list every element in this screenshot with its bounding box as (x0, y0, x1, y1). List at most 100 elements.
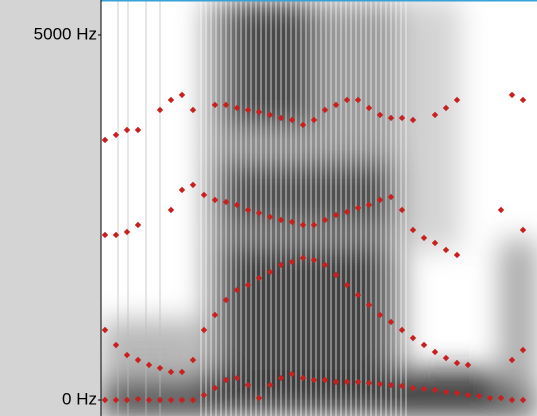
formant-point (420, 385, 428, 393)
formant-point (123, 228, 131, 236)
formant-point (365, 301, 373, 309)
formant-point (321, 376, 329, 384)
formant-point (222, 376, 230, 384)
y-tick-label: 0 Hz (62, 389, 97, 408)
formant-point (233, 201, 241, 209)
formant-point (376, 380, 384, 388)
formant-point (255, 274, 263, 282)
formant-point (233, 374, 241, 382)
formant-point (409, 116, 417, 124)
formant-point (101, 136, 109, 144)
formant-point (365, 201, 373, 209)
formant-point (222, 198, 230, 206)
formant-point (321, 216, 329, 224)
formant-point (332, 211, 340, 219)
formant-point (519, 346, 527, 354)
formant-point (123, 351, 131, 359)
formant-point (167, 368, 175, 376)
formant-point (442, 354, 450, 362)
formant-point (387, 381, 395, 389)
formant-point (431, 111, 439, 119)
formant-point (519, 226, 527, 234)
formant-point (189, 106, 197, 114)
formant-point (343, 208, 351, 216)
formant-point (431, 239, 439, 247)
formant-point (354, 291, 362, 299)
formant-point (277, 261, 285, 269)
formant-point (255, 108, 263, 116)
formant-point (266, 111, 274, 119)
formant-point (233, 286, 241, 294)
formant-point (376, 311, 384, 319)
formant-point (112, 131, 120, 139)
formant-point (288, 218, 296, 226)
formant-point (442, 104, 450, 112)
formant-point (453, 96, 461, 104)
formant-point (431, 386, 439, 394)
formant-point (508, 91, 516, 99)
formant-point (134, 126, 142, 134)
formant-point (266, 381, 274, 389)
formant-point (310, 376, 318, 384)
formant-point (409, 384, 417, 392)
formant-point (387, 318, 395, 326)
formant-point (409, 226, 417, 234)
formant-point (299, 221, 307, 229)
formant-point (145, 396, 153, 404)
formant-point (398, 206, 406, 214)
formant-point (189, 356, 197, 364)
formant-point (189, 396, 197, 404)
formant-point (332, 271, 340, 279)
formant-point (244, 381, 252, 389)
formant-point (178, 396, 186, 404)
formant-point (442, 246, 450, 254)
formant-point (156, 396, 164, 404)
formant-point (508, 356, 516, 364)
formant-point (299, 121, 307, 129)
formant-point (453, 359, 461, 367)
formant-point (332, 101, 340, 109)
formant-point (464, 391, 472, 399)
formant-point (200, 391, 208, 399)
formant-point (178, 91, 186, 99)
formant-point (222, 101, 230, 109)
formant-point (409, 334, 417, 342)
formant-point (244, 281, 252, 289)
formant-point (453, 389, 461, 397)
formant-point (310, 256, 318, 264)
formant-point (497, 394, 505, 402)
formant-point (255, 394, 263, 402)
formant-point (288, 258, 296, 266)
formant-point (387, 114, 395, 122)
formant-point (420, 234, 428, 242)
formant-point (376, 196, 384, 204)
formant-point (398, 114, 406, 122)
formant-point (299, 254, 307, 262)
formant-point (343, 96, 351, 104)
formant-point (343, 281, 351, 289)
formant-point (112, 341, 120, 349)
formant-point (112, 231, 120, 239)
formant-point (310, 116, 318, 124)
formant-point (354, 96, 362, 104)
formant-point (431, 348, 439, 356)
formant-point (255, 209, 263, 217)
formant-point (442, 388, 450, 396)
formant-point (123, 396, 131, 404)
formant-point (464, 361, 472, 369)
y-tick-label: 5000 Hz (34, 24, 97, 43)
formant-point (310, 221, 318, 229)
formant-point (112, 396, 120, 404)
formant-point (266, 213, 274, 221)
axis-panel (0, 0, 101, 416)
formant-point (508, 396, 516, 404)
formant-point (134, 221, 142, 229)
formant-point (244, 206, 252, 214)
formant-point (354, 378, 362, 386)
spectrogram (101, 0, 537, 416)
formant-point (321, 261, 329, 269)
formant-point (453, 251, 461, 259)
formant-point (387, 193, 395, 201)
